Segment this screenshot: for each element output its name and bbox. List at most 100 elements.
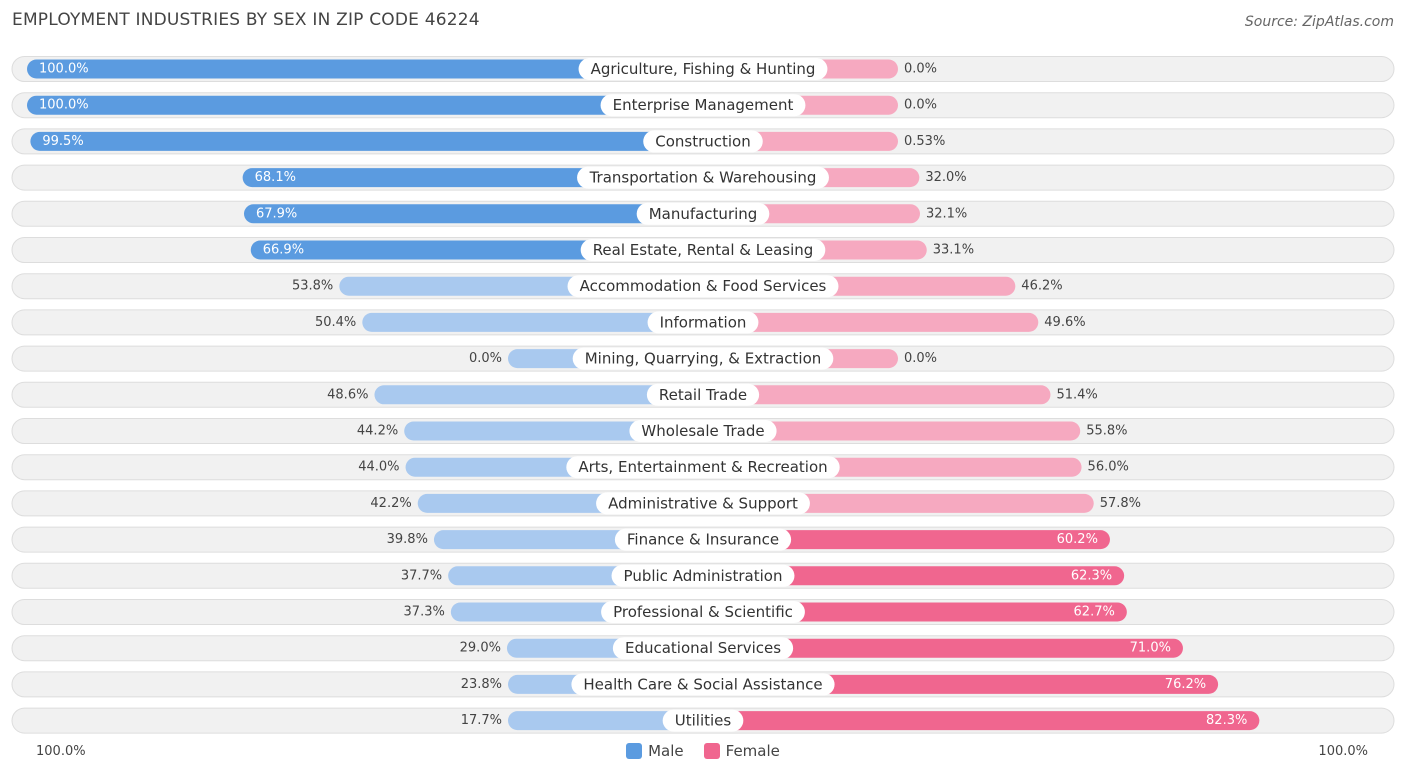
category-label-bg (580, 239, 826, 261)
chart-row[interactable]: Utilities 17.7% 82.3% (11, 707, 1395, 734)
category-label-bg (572, 347, 834, 370)
value-label-female: 0.0% (904, 62, 937, 77)
chart-row[interactable]: Accommodation & Food Services 53.8% 46.2% (11, 273, 1395, 300)
bar-female (703, 312, 1039, 332)
category-label-bg (614, 528, 792, 551)
chart-row[interactable]: Professional & Scientific 37.3% 62.7% (11, 599, 1395, 625)
value-label-female: 0.0% (904, 98, 937, 113)
chart-row[interactable]: Agriculture, Fishing & Hunting 100.0% 0.0% (11, 56, 1395, 82)
category-label: Public Administration (624, 567, 783, 585)
value-label-male: 44.2% (357, 424, 398, 439)
category-label: Information (660, 313, 747, 331)
legend-item-female[interactable]: Female (703, 742, 780, 760)
legend-item-male[interactable]: Male (626, 742, 684, 760)
legend-swatch-male (626, 743, 643, 759)
chart-row[interactable]: Manufacturing 67.9% 32.1% (11, 200, 1395, 227)
bar-male (508, 711, 703, 731)
value-label-female: 55.8% (1086, 424, 1127, 439)
value-label-male: 66.9% (263, 243, 304, 258)
bar-female (703, 566, 1125, 586)
category-label-bg (611, 564, 795, 587)
chart-row[interactable]: Wholesale Trade 44.2% 55.8% (11, 418, 1395, 444)
bar-male (374, 385, 703, 405)
category-label: Mining, Quarrying, & Extraction (585, 350, 822, 368)
bar-female (703, 421, 1081, 441)
bar-female (703, 385, 1051, 405)
value-label-female: 62.3% (1071, 568, 1112, 583)
category-label: Arts, Entertainment & Recreation (578, 458, 827, 476)
value-label-female: 51.4% (1056, 387, 1097, 402)
value-label-female: 62.7% (1074, 605, 1115, 620)
category-label: Educational Services (625, 639, 781, 657)
chart-area: Agriculture, Fishing & Hunting 100.0% 0.0%… (11, 56, 1395, 734)
chart-row[interactable]: Administrative & Support 42.2% 57.8% (11, 490, 1395, 517)
category-label: Manufacturing (649, 205, 758, 223)
value-label-female: 0.0% (904, 351, 937, 366)
category-label-bg (601, 601, 805, 623)
category-label-bg (578, 58, 828, 80)
category-label-bg (600, 94, 806, 117)
chart-row[interactable]: Educational Services 29.0% 71.0% (11, 635, 1395, 662)
value-label-male: 100.0% (39, 62, 89, 77)
category-label-bg (647, 311, 759, 334)
chart-row[interactable]: Finance & Insurance 39.8% 60.2% (11, 526, 1395, 553)
category-label-bg (567, 275, 839, 298)
bar-male (243, 204, 703, 224)
value-label-male: 37.3% (404, 605, 445, 620)
bar-female (703, 602, 1127, 622)
chart-row[interactable]: Mining, Quarrying, & Extraction 0.0% 0.0% (11, 345, 1395, 372)
category-label-bg (566, 456, 840, 479)
category-label-bg (629, 420, 777, 442)
category-label: Finance & Insurance (627, 531, 779, 549)
category-label: Agriculture, Fishing & Hunting (591, 60, 816, 78)
value-label-male: 42.2% (370, 496, 411, 511)
value-label-female: 49.6% (1044, 315, 1085, 330)
category-label-bg (577, 166, 829, 189)
value-label-female: 82.3% (1206, 713, 1247, 728)
value-label-male: 39.8% (387, 532, 428, 547)
chart-row[interactable]: Construction 99.5% 0.53% (11, 128, 1395, 155)
bar-female (703, 711, 1260, 731)
category-label: Accommodation & Food Services (580, 277, 827, 295)
category-label: Administrative & Support (608, 494, 798, 512)
category-label-bg (612, 637, 794, 660)
category-label: Enterprise Management (613, 96, 794, 114)
value-label-male: 44.0% (358, 460, 399, 475)
legend-swatch-female (703, 743, 720, 759)
chart-row[interactable]: Retail Trade 48.6% 51.4% (11, 381, 1395, 408)
value-label-female: 71.0% (1130, 641, 1171, 656)
bar-female (703, 638, 1183, 658)
value-label-male: 99.5% (42, 134, 83, 149)
category-label: Wholesale Trade (641, 422, 764, 440)
chart-row[interactable]: Enterprise Management 100.0% 0.0% (11, 92, 1395, 119)
value-label-male: 100.0% (39, 98, 89, 113)
value-label-male: 37.7% (401, 568, 442, 583)
legend-label-male: Male (648, 742, 684, 760)
category-label: Utilities (675, 712, 732, 730)
bar-male (404, 421, 703, 441)
axis-right-label: 100.0% (1318, 744, 1368, 759)
chart-row[interactable]: Information 50.4% 49.6% (11, 309, 1395, 336)
chart-row[interactable]: Real Estate, Rental & Leasing 66.9% 33.1% (11, 237, 1395, 263)
chart-row[interactable]: Health Care & Social Assistance 23.8% 76.2… (11, 671, 1395, 698)
chart-row[interactable]: Public Administration 37.7% 62.3% (11, 562, 1395, 589)
category-label: Construction (655, 132, 751, 150)
legend-label-female: Female (725, 742, 780, 760)
category-label: Professional & Scientific (613, 603, 793, 621)
chart-row[interactable]: Transportation & Warehousing 68.1% 32.0% (11, 164, 1395, 191)
value-label-male: 0.0% (469, 351, 502, 366)
chart-row[interactable]: Arts, Entertainment & Recreation 44.0% 56.… (11, 454, 1395, 481)
chart-title: EMPLOYMENT INDUSTRIES BY SEX IN ZIP CODE… (12, 10, 480, 30)
category-label-bg (646, 383, 760, 406)
category-label-bg (662, 709, 744, 732)
legend: Male Female (0, 742, 1406, 760)
value-label-female: 32.0% (925, 170, 966, 185)
bar-male (27, 95, 703, 115)
value-label-male: 68.1% (255, 170, 296, 185)
category-label-bg (636, 202, 770, 225)
category-label: Real Estate, Rental & Leasing (593, 241, 814, 259)
value-label-female: 46.2% (1021, 279, 1062, 294)
axis-left-label: 100.0% (36, 744, 86, 759)
value-label-female: 56.0% (1088, 460, 1129, 475)
value-label-male: 29.0% (460, 641, 501, 656)
